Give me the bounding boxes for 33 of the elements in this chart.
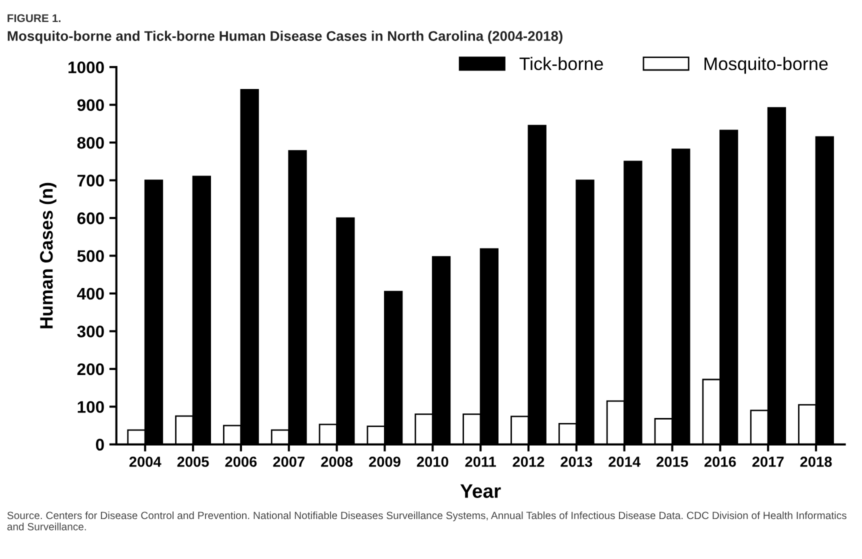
y-tick-label: 600 xyxy=(77,212,104,224)
y-tick-label: 800 xyxy=(77,136,104,149)
x-tick-label: 2010 xyxy=(416,456,448,467)
x-tick-label: 2009 xyxy=(369,456,400,467)
x-tick-label: 2006 xyxy=(225,456,257,467)
x-tick-label: 2015 xyxy=(656,456,688,467)
x-tick-label: 2014 xyxy=(608,456,640,467)
legend-label: Tick-borne xyxy=(520,56,603,70)
x-tick-label: 2013 xyxy=(560,456,592,467)
x-tick-label: 2017 xyxy=(752,456,784,467)
y-tick-label: 0 xyxy=(96,438,104,451)
y-axis-title: Human Cases (n) xyxy=(40,182,56,328)
y-tick-label: 900 xyxy=(77,99,104,112)
source-note: Source. Centers for Disease Control and Prevention. National Notifiable Diseases Surveillance Systems, Annual Tables of Infectious Disease Data. CDC Division of Health Informatics and Surveillance. xyxy=(7,511,846,530)
x-tick-label: 2018 xyxy=(800,456,832,467)
chart-subtitle: Mosquito-borne and Tick-borne Human Disease Cases in North Carolina (2004-2018) xyxy=(8,30,562,44)
legend-label: Mosquito-borne xyxy=(704,56,828,74)
chart-title: FIGURE 1. xyxy=(8,14,60,22)
y-tick-label: 1000 xyxy=(68,61,104,74)
y-tick-label: 200 xyxy=(77,363,104,376)
y-tick-label: 700 xyxy=(77,174,104,186)
x-tick-label: 2005 xyxy=(177,456,209,467)
x-tick-label: 2011 xyxy=(465,456,496,467)
y-tick-label: 500 xyxy=(77,250,104,262)
x-tick-label: 2012 xyxy=(512,456,544,467)
y-tick-label: 100 xyxy=(78,401,104,413)
x-tick-label: 2016 xyxy=(704,456,736,467)
y-tick-label: 400 xyxy=(77,288,104,300)
x-tick-label: 2007 xyxy=(273,456,304,467)
x-axis-title: Year xyxy=(460,484,501,498)
x-tick-label: 2004 xyxy=(129,456,162,467)
y-tick-label: 300 xyxy=(77,326,104,338)
x-tick-label: 2008 xyxy=(321,456,353,467)
